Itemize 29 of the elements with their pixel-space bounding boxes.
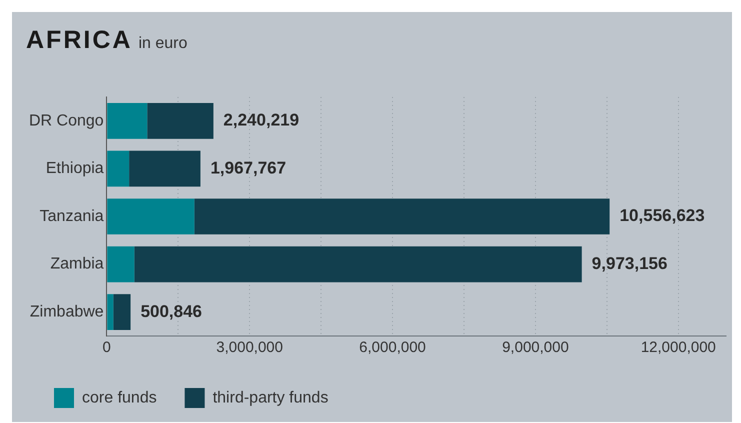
x-tick-label: 9,000,000 bbox=[502, 339, 569, 356]
x-tick-label: 3,000,000 bbox=[216, 339, 283, 356]
y-tick-label: Tanzania bbox=[40, 208, 104, 225]
bar bbox=[107, 294, 114, 330]
y-tick-label: Zambia bbox=[50, 256, 104, 273]
bar bbox=[113, 294, 131, 330]
legend-label: third-party funds bbox=[212, 389, 328, 406]
x-tick-label: 12,000,000 bbox=[640, 339, 716, 356]
bar bbox=[129, 150, 200, 187]
chart-title: AFRICA bbox=[26, 26, 132, 54]
total-label: 9,973,156 bbox=[592, 254, 668, 273]
bar bbox=[194, 198, 610, 234]
x-tick-label: 6,000,000 bbox=[359, 339, 426, 356]
legend-label: core funds bbox=[82, 389, 157, 406]
total-label: 500,846 bbox=[140, 302, 202, 321]
bar bbox=[107, 198, 194, 234]
y-tick-label: Zimbabwe bbox=[30, 304, 104, 321]
y-tick-label: DR Congo bbox=[29, 112, 104, 130]
bar bbox=[107, 102, 148, 139]
bar bbox=[147, 102, 214, 139]
chart-subtitle: in euro bbox=[138, 35, 188, 52]
bar bbox=[107, 150, 130, 187]
total-label: 2,240,219 bbox=[223, 110, 300, 130]
total-label: 1,967,767 bbox=[210, 158, 286, 178]
y-tick-label: Ethiopia bbox=[46, 160, 104, 178]
total-label: 10,556,623 bbox=[620, 206, 705, 226]
x-tick-label: 0 bbox=[102, 339, 111, 356]
bar bbox=[134, 246, 582, 282]
bar bbox=[107, 246, 134, 282]
